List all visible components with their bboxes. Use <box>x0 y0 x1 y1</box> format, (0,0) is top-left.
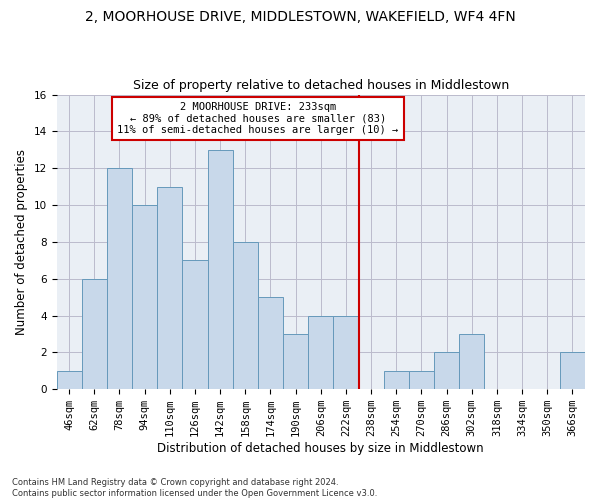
Bar <box>157 186 182 389</box>
Y-axis label: Number of detached properties: Number of detached properties <box>15 149 28 335</box>
Bar <box>409 371 434 389</box>
Bar <box>434 352 459 389</box>
Bar <box>283 334 308 389</box>
Text: Contains HM Land Registry data © Crown copyright and database right 2024.
Contai: Contains HM Land Registry data © Crown c… <box>12 478 377 498</box>
Bar <box>233 242 258 389</box>
Bar <box>560 352 585 389</box>
Bar <box>459 334 484 389</box>
Text: 2 MOORHOUSE DRIVE: 233sqm
← 89% of detached houses are smaller (83)
11% of semi-: 2 MOORHOUSE DRIVE: 233sqm ← 89% of detac… <box>117 102 398 135</box>
Bar <box>334 316 359 389</box>
Bar <box>182 260 208 389</box>
Bar <box>208 150 233 389</box>
Title: Size of property relative to detached houses in Middlestown: Size of property relative to detached ho… <box>133 79 509 92</box>
X-axis label: Distribution of detached houses by size in Middlestown: Distribution of detached houses by size … <box>157 442 484 455</box>
Bar <box>56 371 82 389</box>
Bar <box>383 371 409 389</box>
Bar <box>82 278 107 389</box>
Bar <box>132 205 157 389</box>
Text: 2, MOORHOUSE DRIVE, MIDDLESTOWN, WAKEFIELD, WF4 4FN: 2, MOORHOUSE DRIVE, MIDDLESTOWN, WAKEFIE… <box>85 10 515 24</box>
Bar <box>258 297 283 389</box>
Bar <box>107 168 132 389</box>
Bar <box>308 316 334 389</box>
